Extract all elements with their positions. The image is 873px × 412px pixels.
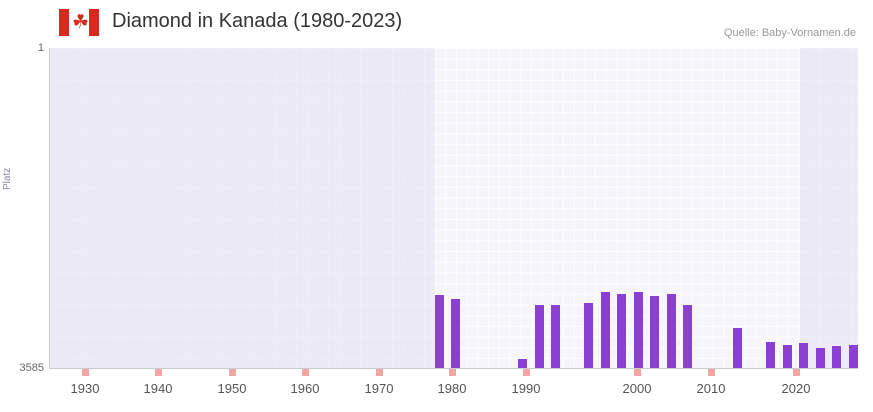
flag-band-right — [89, 9, 99, 36]
bar-2009[interactable] — [766, 342, 775, 368]
page-title: Diamond in Kanada (1980-2023) — [112, 10, 403, 32]
flag-band-left — [59, 9, 69, 36]
x-tick-mark-1940 — [155, 369, 162, 376]
bar-1991[interactable] — [518, 359, 527, 368]
bar-2014[interactable] — [849, 345, 858, 368]
plot-shade-pre-data — [50, 48, 435, 368]
plot-area — [50, 48, 858, 368]
y-axis-bottom-label: 3585 — [19, 362, 44, 374]
bar-1997[interactable] — [601, 292, 610, 368]
bar-2010[interactable] — [783, 345, 792, 368]
bar-1993[interactable] — [551, 305, 560, 368]
bar-1998[interactable] — [617, 294, 626, 368]
x-tick-mark-2000 — [634, 369, 641, 376]
bar-2007[interactable] — [733, 328, 742, 368]
source-credit: Quelle: Baby-Vornamen.de — [723, 27, 856, 39]
x-tick-mark-1930 — [82, 369, 89, 376]
bar-2013[interactable] — [832, 346, 841, 368]
chart-header: ☘ Diamond in Kanada (1980-2023) Quelle: … — [0, 0, 873, 44]
y-axis-top-label: 1 — [37, 42, 44, 54]
y-axis-title: Platz — [2, 167, 13, 190]
canada-flag-icon: ☘ — [58, 8, 100, 37]
bar-2002[interactable] — [683, 305, 692, 368]
x-tick-mark-2020 — [793, 369, 800, 376]
bar-1999[interactable] — [634, 292, 643, 368]
bar-2011[interactable] — [799, 343, 808, 368]
x-tick-label-2000: 2000 — [622, 381, 652, 396]
bar-1981[interactable] — [451, 299, 460, 368]
x-tick-mark-1960 — [302, 369, 309, 376]
x-tick-mark-1980 — [449, 369, 456, 376]
x-tick-mark-2010 — [708, 369, 715, 376]
x-tick-label-1980: 1980 — [437, 381, 467, 396]
x-tick-mark-1950 — [229, 369, 236, 376]
bar-1992[interactable] — [535, 305, 544, 368]
plot-shade-post-data — [800, 48, 858, 368]
x-tick-label-1950: 1950 — [217, 381, 247, 396]
x-tick-label-2020: 2020 — [781, 381, 811, 396]
maple-leaf-icon: ☘ — [72, 12, 90, 33]
bar-2000[interactable] — [650, 296, 659, 368]
x-tick-mark-1970 — [376, 369, 383, 376]
x-tick-mark-1990 — [523, 369, 530, 376]
x-tick-label-1970: 1970 — [364, 381, 394, 396]
bar-2001[interactable] — [667, 294, 676, 368]
x-tick-label-1930: 1930 — [70, 381, 100, 396]
x-tick-label-1940: 1940 — [143, 381, 173, 396]
x-tick-label-1990: 1990 — [511, 381, 541, 396]
bar-1980[interactable] — [435, 295, 444, 368]
bar-1996[interactable] — [584, 303, 593, 368]
x-axis-line — [50, 368, 858, 369]
x-tick-label-1960: 1960 — [290, 381, 320, 396]
x-tick-label-2010: 2010 — [696, 381, 726, 396]
y-axis-line — [49, 48, 50, 369]
bar-2012[interactable] — [816, 348, 825, 368]
